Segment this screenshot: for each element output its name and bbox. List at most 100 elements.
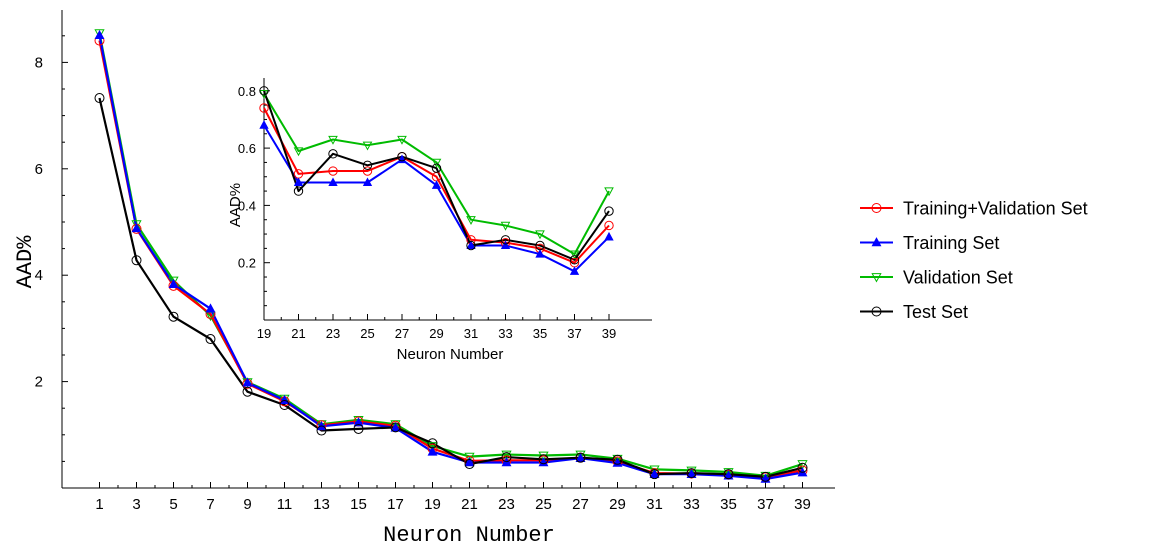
x-tick-label: 21 bbox=[461, 496, 478, 513]
y-tick-label: 4 bbox=[35, 267, 43, 284]
inset-data-point bbox=[293, 147, 304, 157]
inset-data-point bbox=[535, 230, 545, 240]
x-tick-label: 17 bbox=[387, 496, 404, 513]
inset-x-tick-label: 21 bbox=[291, 326, 305, 341]
x-tick-label: 19 bbox=[424, 496, 441, 513]
x-tick-label: 27 bbox=[572, 496, 589, 513]
inset-x-tick-label: 33 bbox=[498, 326, 512, 341]
inset-x-tick-label: 35 bbox=[533, 326, 547, 341]
inset-x-tick-label: 37 bbox=[567, 326, 581, 341]
legend: Training+Validation Set Training Set Valid… bbox=[860, 199, 1088, 322]
data-point bbox=[94, 29, 105, 39]
data-point bbox=[760, 473, 771, 483]
inset-data-point bbox=[466, 240, 476, 251]
inset-data-point bbox=[362, 177, 373, 187]
data-point bbox=[94, 29, 105, 40]
inset-data-point bbox=[431, 158, 442, 168]
data-point bbox=[760, 471, 771, 482]
data-point bbox=[131, 255, 142, 266]
data-point bbox=[797, 462, 808, 473]
inset-data-point bbox=[569, 250, 580, 260]
inset-data-point bbox=[328, 149, 338, 159]
inset-data-point bbox=[293, 186, 304, 196]
x-tick-label: 5 bbox=[169, 496, 177, 513]
data-point bbox=[94, 93, 105, 104]
data-point bbox=[131, 223, 142, 233]
data-point bbox=[168, 276, 179, 287]
data-point bbox=[575, 452, 586, 462]
data-point bbox=[723, 468, 734, 478]
inset-x-tick-label: 19 bbox=[257, 326, 271, 341]
data-point bbox=[797, 460, 808, 470]
data-point bbox=[464, 457, 475, 467]
inset-data-point bbox=[466, 216, 476, 225]
data-point bbox=[575, 450, 586, 461]
x-axis-title: Neuron Number bbox=[383, 523, 555, 547]
inset-x-axis-title: Neuron Number bbox=[397, 346, 504, 363]
inset-x-tick-label: 25 bbox=[360, 326, 374, 341]
inset-data-point bbox=[604, 187, 614, 197]
inset-series-line bbox=[263, 124, 610, 273]
y-tick-label: 6 bbox=[35, 161, 43, 178]
inset-data-point bbox=[500, 235, 511, 245]
x-tick-label: 1 bbox=[95, 496, 103, 513]
inset-data-point bbox=[293, 177, 304, 187]
inset-y-tick-label: 0.2 bbox=[238, 256, 256, 271]
y-tick-label: 2 bbox=[35, 374, 43, 391]
data-point bbox=[686, 468, 697, 479]
inset-data-point bbox=[604, 206, 614, 216]
inset-data-point bbox=[604, 220, 614, 231]
data-point bbox=[205, 334, 216, 345]
inset-data-point bbox=[328, 177, 338, 187]
legend-label: Training+Validation Set bbox=[903, 199, 1088, 219]
inset-data-point bbox=[535, 249, 545, 258]
data-point bbox=[649, 469, 660, 480]
data-point bbox=[612, 454, 623, 465]
inset-data-point bbox=[431, 180, 442, 189]
inset-plot: 0.2 0.4 0.6 0.8 19 21 23 25 27 29 31 33 35 37 39 Neuron… bbox=[227, 78, 652, 363]
series-line bbox=[98, 97, 803, 478]
data-point bbox=[168, 278, 179, 289]
data-point bbox=[464, 459, 475, 470]
x-tick-label: 29 bbox=[609, 496, 626, 513]
x-tick-label: 35 bbox=[720, 496, 737, 513]
data-point bbox=[427, 446, 438, 456]
inset-data-point bbox=[362, 160, 373, 170]
x-tick-label: 9 bbox=[243, 496, 251, 513]
inset-x-tick-label: 39 bbox=[602, 326, 616, 341]
data-point bbox=[501, 452, 512, 463]
legend-swatch-marker bbox=[871, 273, 882, 283]
legend-label: Validation Set bbox=[903, 268, 1013, 288]
inset-data-point bbox=[397, 135, 407, 145]
x-tick-label: 33 bbox=[683, 496, 700, 513]
data-point bbox=[427, 442, 438, 452]
series-line bbox=[98, 40, 803, 479]
x-tick-label: 37 bbox=[757, 496, 774, 513]
data-point bbox=[279, 400, 290, 411]
x-tick-label: 11 bbox=[277, 496, 293, 513]
inset-data-point bbox=[569, 266, 580, 275]
data-point bbox=[649, 468, 660, 478]
inset-data-point bbox=[431, 163, 442, 173]
inset-y-tick-label: 0.6 bbox=[238, 141, 256, 156]
inset-data-point bbox=[362, 166, 373, 176]
data-point bbox=[723, 469, 734, 480]
inset-y-tick-label: 0.8 bbox=[238, 84, 256, 99]
x-tick-label: 25 bbox=[535, 496, 552, 513]
inset-x-tick-label: 29 bbox=[429, 326, 443, 341]
inset-data-point bbox=[259, 86, 269, 96]
inset-data-point bbox=[535, 240, 545, 251]
data-point bbox=[316, 425, 327, 436]
x-tick-label: 31 bbox=[646, 496, 663, 513]
data-point bbox=[353, 423, 364, 434]
x-tick-label: 13 bbox=[313, 496, 330, 513]
inset-series-line bbox=[263, 90, 610, 261]
inset-data-point bbox=[259, 103, 269, 113]
inset-series-line bbox=[263, 93, 610, 256]
legend-swatch-marker bbox=[871, 203, 882, 213]
y-axis-title: AAD% bbox=[13, 235, 38, 289]
series-line bbox=[98, 32, 803, 477]
data-point bbox=[205, 303, 216, 313]
